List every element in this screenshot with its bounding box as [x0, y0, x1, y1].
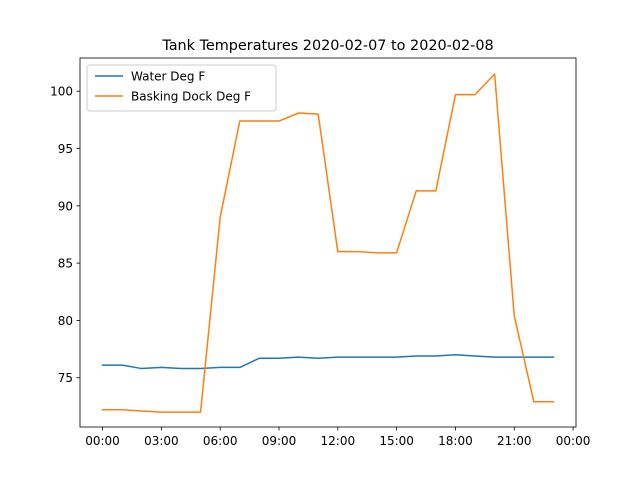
y-tick-label: 80 — [58, 314, 73, 328]
legend-label-1: Water Deg F — [131, 70, 205, 84]
y-tick-label: 95 — [58, 142, 73, 156]
y-tick-label: 100 — [50, 85, 73, 99]
x-tick-label: 15:00 — [379, 434, 414, 448]
x-tick-label: 06:00 — [203, 434, 238, 448]
x-tick-label: 12:00 — [321, 434, 356, 448]
x-tick-label: 00:00 — [556, 434, 591, 448]
y-tick-label: 85 — [58, 257, 73, 271]
plot-area — [101, 73, 555, 413]
chart-title: Tank Temperatures 2020-02-07 to 2020-02-… — [161, 38, 493, 54]
x-tick-label: 09:00 — [262, 434, 297, 448]
series-line-1 — [101, 354, 555, 370]
axes-frame — [79, 57, 577, 428]
axes: 00:00 03:00 06:00 09:00 12:00 15:00 18:00 21:00… — [50, 57, 591, 448]
y-tick-label: 75 — [58, 371, 73, 385]
legend-box — [86, 64, 277, 112]
x-tick-label: 18:00 — [438, 434, 473, 448]
x-tick-label: 03:00 — [144, 434, 179, 448]
series-line-2 — [101, 73, 555, 413]
y-tick-label: 90 — [58, 199, 73, 213]
legend-label-2: Basking Dock Deg F — [131, 90, 251, 104]
x-tick-label: 00:00 — [85, 434, 120, 448]
legend: Water Deg F Basking Dock Deg F — [86, 64, 277, 112]
x-tick-label: 21:00 — [497, 434, 532, 448]
